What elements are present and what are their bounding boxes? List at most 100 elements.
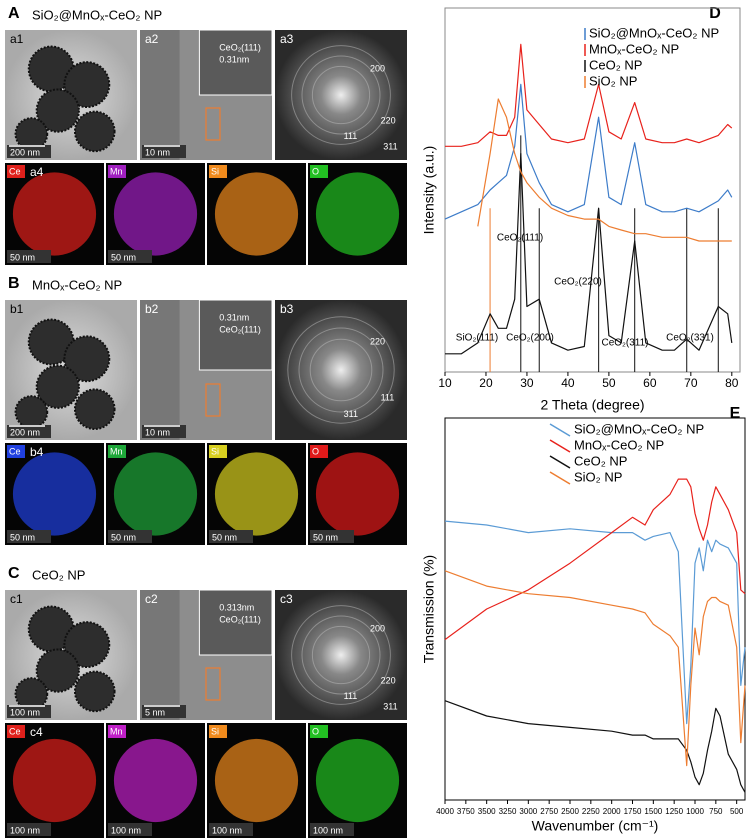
peak-annotation: CeO₂(331)	[666, 333, 714, 344]
tile-note: CeO₂(111)	[219, 324, 261, 334]
element-tag	[209, 445, 227, 458]
tile-note: 0.313nm	[219, 602, 254, 612]
y-axis-title: Transmission (%)	[421, 555, 437, 663]
tile-note: 311	[383, 141, 397, 151]
tile-label: b1	[10, 302, 24, 316]
x-tick-label: 20	[479, 376, 493, 390]
series-line	[444, 520, 746, 725]
element-label: Mn	[110, 726, 123, 736]
element-tag	[7, 445, 25, 458]
fft-ring	[311, 65, 371, 125]
particle	[14, 395, 49, 429]
panel-label: E	[730, 405, 741, 422]
tile-note: CeO₂(111)	[219, 42, 261, 52]
scale-bar-label: 50 nm	[10, 532, 35, 542]
panel-label: C	[8, 565, 20, 582]
tile-note: 0.31nm	[219, 312, 249, 322]
tile-label: a4	[30, 165, 44, 179]
fft-ring	[291, 45, 391, 145]
scale-bar-label: 200 nm	[10, 147, 40, 157]
scale-box	[209, 823, 253, 836]
tile-note: 311	[344, 409, 358, 419]
scale-box	[142, 705, 186, 718]
x-tick-label: 50	[602, 376, 616, 390]
eds-particle	[113, 452, 198, 536]
legend-swatch	[549, 439, 571, 453]
fft-ring	[291, 605, 391, 705]
tem-edge	[140, 590, 180, 720]
tile-note: 311	[383, 701, 397, 711]
legend-swatch	[549, 471, 571, 485]
x-tick-label: 1250	[665, 807, 683, 816]
peak-annotation: SiO₂(111)	[456, 333, 498, 344]
x-tick-label: 1000	[686, 807, 704, 816]
particle	[35, 648, 80, 693]
particle	[63, 61, 111, 109]
scale-box	[108, 250, 152, 263]
x-axis-title: Wavenumber (cm⁻¹)	[532, 818, 659, 834]
element-label: Mn	[110, 446, 123, 456]
element-tag	[310, 165, 328, 178]
scale-box	[108, 823, 152, 836]
fft-ring	[301, 55, 381, 135]
fft-ring	[311, 625, 371, 685]
element-tag	[108, 165, 126, 178]
eds-particle	[12, 172, 97, 256]
peak-annotation: CeO₂(111)	[497, 233, 543, 244]
x-tick-label: 10	[438, 376, 452, 390]
series-line	[444, 478, 746, 641]
tile-label: b4	[30, 445, 44, 459]
legend-label: CeO₂ NP	[574, 453, 627, 468]
scale-bar-label: 100 nm	[212, 825, 242, 835]
eds-particle	[113, 172, 198, 256]
element-label: O	[312, 446, 319, 456]
select-box	[205, 667, 221, 701]
peak-annotation: CeO₂(200)	[506, 333, 554, 344]
select-box	[205, 383, 221, 417]
scale-bar-label: 100 nm	[111, 825, 141, 835]
particle	[63, 335, 111, 383]
legend-label: MnOₓ-CeO₂ NP	[574, 437, 664, 452]
select-box	[205, 107, 221, 141]
element-tag	[310, 445, 328, 458]
legend-label: SiO₂ NP	[589, 73, 637, 88]
x-tick-label: 2250	[582, 807, 600, 816]
scale-bar-label: 50 nm	[212, 532, 237, 542]
x-tick-label: 1750	[624, 807, 642, 816]
x-tick-label: 80	[725, 376, 739, 390]
legend-label: SiO₂@MnOₓ-CeO₂ NP	[589, 25, 719, 40]
scale-bar-label: 100 nm	[10, 825, 40, 835]
x-tick-label: 2500	[561, 807, 579, 816]
tem-edge	[140, 300, 180, 440]
tile-note: 111	[344, 131, 358, 141]
tile-label: b3	[280, 302, 294, 316]
eds-particle	[315, 738, 400, 823]
particle	[63, 621, 111, 669]
tem-edge	[140, 30, 180, 160]
scale-box	[7, 145, 51, 158]
peak-annotation: CeO₂(311)	[601, 338, 648, 349]
scale-box	[7, 530, 51, 543]
element-label: Ce	[9, 446, 21, 456]
scale-bar-label: 50 nm	[10, 252, 35, 262]
tile-label: c1	[10, 592, 23, 606]
tile-note: 111	[344, 691, 358, 701]
particle	[73, 388, 116, 431]
tile-label: a2	[145, 32, 159, 46]
element-label: O	[312, 166, 319, 176]
x-tick-label: 3500	[478, 807, 496, 816]
tile-label: c2	[145, 592, 158, 606]
panel-title: MnOₓ-CeO₂ NP	[32, 277, 122, 292]
eds-particle	[214, 738, 299, 823]
scale-box	[142, 145, 186, 158]
panel-label: A	[8, 5, 20, 22]
element-tag	[108, 445, 126, 458]
eds-particle	[12, 738, 97, 823]
eds-particle	[214, 452, 299, 536]
x-tick-label: 1500	[644, 807, 662, 816]
scale-box	[7, 823, 51, 836]
fft-ring	[298, 327, 384, 413]
series-line	[445, 43, 733, 147]
panel-label: B	[8, 275, 20, 292]
